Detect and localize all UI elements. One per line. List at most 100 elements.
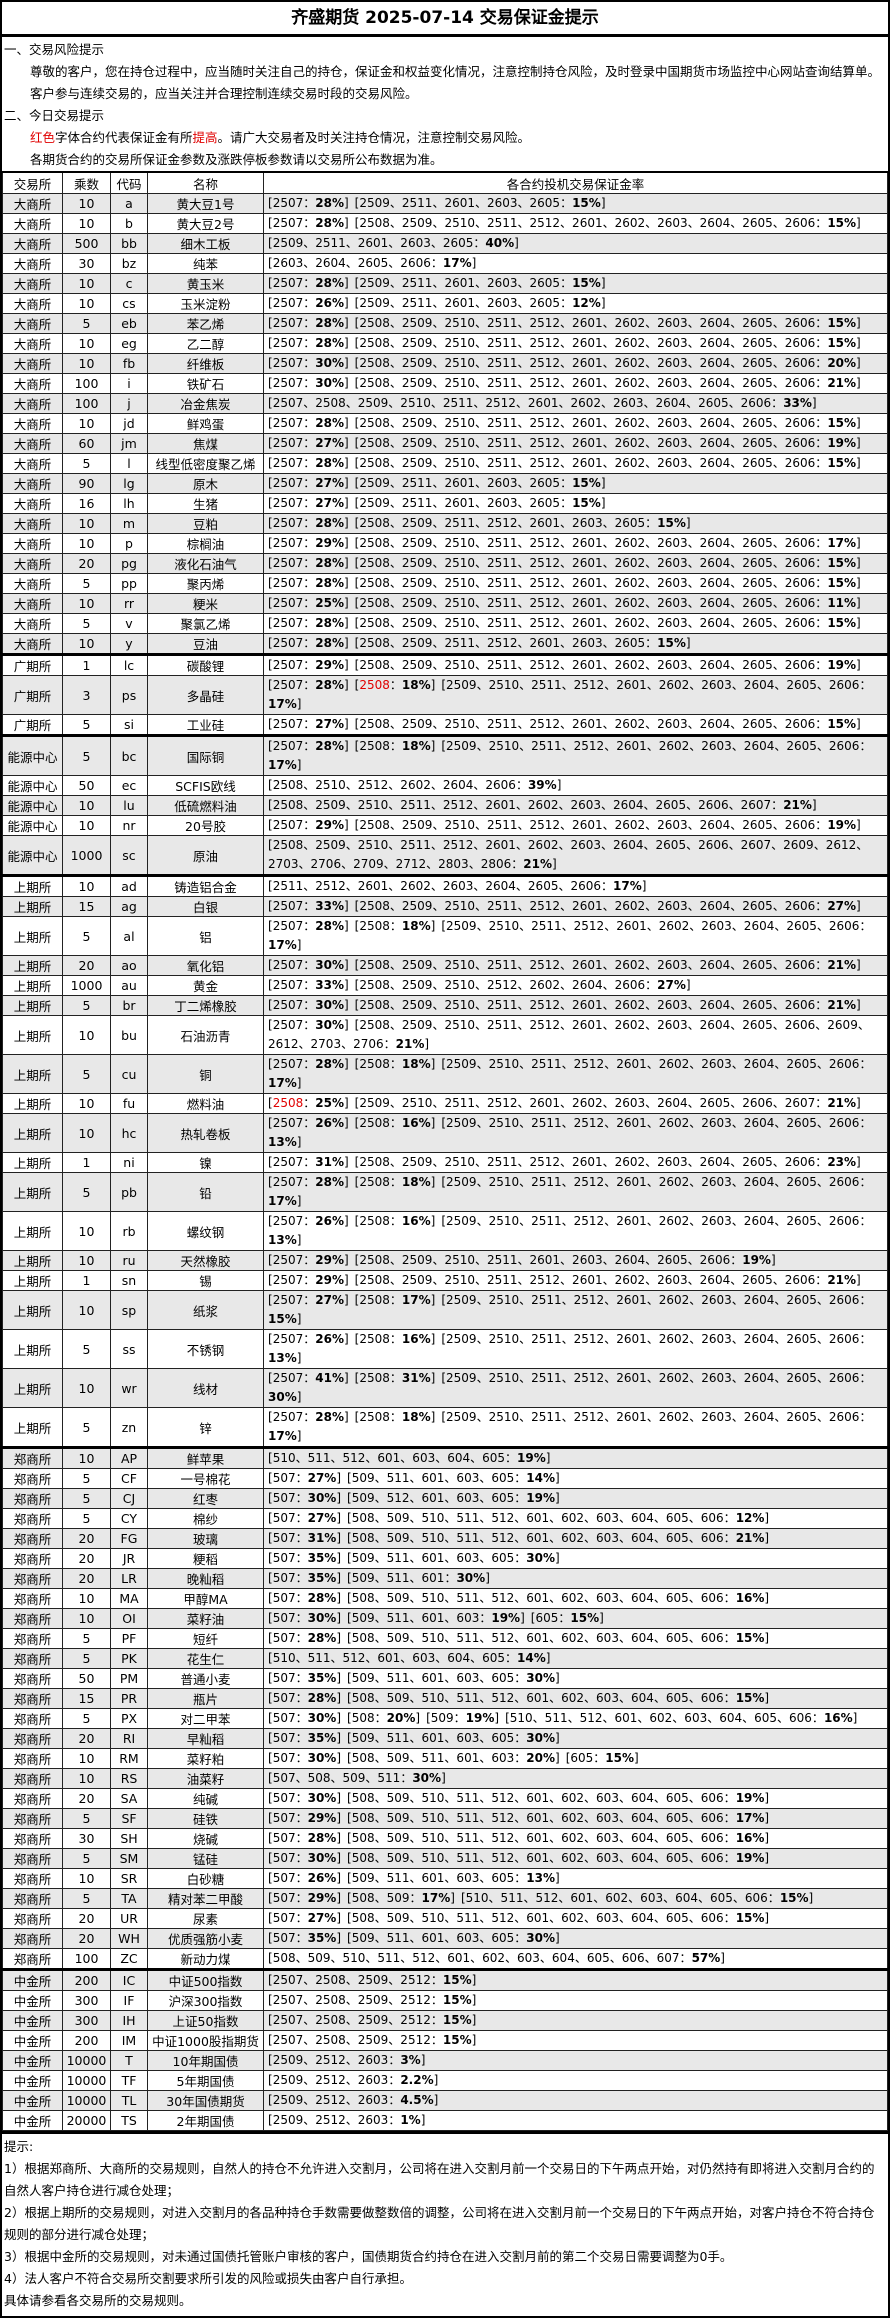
margin-rates-cell: [2507：27%] [2509、2511、2601、2603、2605：15%] [263, 473, 888, 494]
margin-rates-cell: [2507：28%] [2508、2509、2511、2512、2601、2603… [263, 513, 888, 534]
table-row: 中金所 10000 T 10年期国债 [2509、2512、2603：3%] [2, 2050, 888, 2071]
multiplier-cell: 200 [62, 2030, 111, 2051]
multiplier-cell: 5 [62, 734, 111, 776]
exchange-cell: 郑商所 [2, 1808, 63, 1829]
table-row: 上期所 10 ru 天然橡胶 [2507：29%] [2508、2509、2510、251… [2, 1250, 888, 1271]
margin-rate: 17% [268, 1429, 297, 1443]
table-row: 郑商所 100 ZC 新动力煤 [508、509、510、511、512、601、602… [2, 1948, 888, 1970]
table-row: 大商所 100 j 冶金焦炭 [2507、2508、2509、2510、2511、251… [2, 393, 888, 414]
margin-segment: [2507：29%] [268, 658, 349, 672]
table-row: 上期所 1 ni 镍 [2507：31%] [2508、2509、2510、2511、25… [2, 1152, 888, 1173]
exchange-cell: 上期所 [2, 955, 63, 976]
contract-months: 2507 [272, 456, 304, 470]
table-row: 郑商所 20 LR 晚籼稻 [507：35%] [509、511、601：30%] [2, 1568, 888, 1589]
margin-segment: [2508、2509、2510、2511、2512、2601、2602、2603… [354, 356, 861, 370]
exchange-cell: 大商所 [2, 273, 63, 294]
margin-segment: [2508：18%] [354, 919, 436, 933]
contract-months: 509 [430, 1711, 454, 1725]
margin-segment: [605：15%] [530, 1611, 604, 1625]
contract-months: 2507 [272, 436, 304, 450]
contract-months: 507 [272, 1531, 296, 1545]
raised-contract-months: 2508 [359, 678, 390, 692]
multiplier-cell: 5 [62, 313, 111, 334]
margin-rates-cell: [2507：26%] [2508：16%] [2509、2510、2511、2512… [263, 1329, 888, 1369]
margin-segment: [509：19%] [426, 1711, 500, 1725]
margin-segment: [2508：18%] [354, 1410, 436, 1424]
contract-months: 2508、2509、2510、2511、2512、2601、2602、2603、… [359, 456, 816, 470]
margin-segment: [2508、2509、2510、2511、2512、2601、2602、2603… [354, 998, 861, 1012]
name-cell: 烧碱 [147, 1828, 264, 1849]
contract-months: 509、511、601、603、605 [351, 1871, 515, 1885]
code-cell: j [110, 393, 148, 414]
name-cell: 热轧卷板 [147, 1113, 264, 1153]
margin-segment: [509、511、601、603、605：30%] [347, 1931, 560, 1945]
contract-months: 2507 [272, 536, 304, 550]
name-cell: 上证50指数 [147, 2010, 264, 2031]
contract-months: 2507 [272, 476, 304, 490]
name-cell: 白银 [147, 896, 264, 917]
contract-months: 2508 [359, 1116, 390, 1130]
code-cell: ZC [110, 1948, 148, 1970]
margin-rates-cell: [507：30%] [509、511、601、603：19%] [605：15%] [263, 1608, 888, 1629]
exchange-cell: 广期所 [2, 675, 63, 715]
margin-rates-cell: [2507：28%] [2508：18%] [2509、2510、2511、2512… [263, 1172, 888, 1212]
margin-rate: 14% [526, 1471, 555, 1485]
margin-rate: 40% [485, 236, 515, 250]
margin-rate: 30% [315, 1018, 344, 1032]
contract-months: 2507 [272, 596, 304, 610]
margin-segment: [508、509、510、511、512、601、602、603、604、605… [268, 1951, 725, 1965]
margin-segment: [2507：28%] [268, 919, 349, 933]
margin-rates-cell: [507：31%] [508、509、510、511、512、601、602、60… [263, 1528, 888, 1549]
margin-segment: [2508、2509、2510、2511、2512、2601、2602、2603… [354, 596, 861, 610]
code-cell: fu [110, 1093, 148, 1114]
multiplier-cell: 10 [62, 413, 111, 434]
margin-rate: 28% [307, 1631, 337, 1645]
contract-months: 507 [272, 1731, 296, 1745]
exchange-data-notice: 各期货合约的交易所保证金参数及涨跌停板参数请以交易所公布数据为准。 [30, 152, 443, 167]
margin-rates-cell: [2509、2512、2603：2.2%] [263, 2070, 888, 2091]
name-cell: 碳酸锂 [147, 653, 264, 676]
name-cell: 原油 [147, 835, 264, 876]
name-cell: 玻璃 [147, 1528, 264, 1549]
margin-rate: 18% [401, 1057, 431, 1071]
margin-segment: [509、511、601、603、605：13%] [347, 1871, 560, 1885]
margin-rate: 30% [315, 376, 344, 390]
name-cell: 铁矿石 [147, 373, 264, 394]
contract-months: 508、509、510、511、512、601、602、603、604、605、… [351, 1911, 724, 1925]
margin-rates-cell: [2507：29%] [2508、2509、2510、2511、2512、2601… [263, 653, 888, 676]
exchange-cell: 郑商所 [2, 1728, 63, 1749]
margin-segment: [2509、2512、2603：2.2%] [268, 2073, 439, 2087]
margin-segment: [509、512、601、603、605：19%] [347, 1491, 560, 1505]
name-cell: 石油沥青 [147, 1015, 264, 1055]
contract-months: 510、511、512、601、602、603、604、605、606 [465, 1891, 768, 1905]
name-cell: 甲醇MA [147, 1588, 264, 1609]
contract-months: 509、511、601、603、605 [351, 1471, 515, 1485]
margin-rate: 15% [572, 196, 601, 210]
table-row: 广期所 3 ps 多晶硅 [2507：28%] [2508：18%] [2509、2510、… [2, 675, 888, 715]
name-cell: 黄玉米 [147, 273, 264, 294]
multiplier-cell: 5 [62, 1648, 111, 1669]
margin-segment: [510、511、512、601、602、603、604、605、606：16%… [505, 1711, 858, 1725]
multiplier-cell: 10 [62, 1588, 111, 1609]
code-cell: jm [110, 433, 148, 454]
name-cell: 聚氯乙烯 [147, 613, 264, 634]
margin-segment: [508、509、510、511、512、601、602、603、604、605… [347, 1831, 770, 1845]
margin-rate: 20% [386, 1711, 416, 1725]
margin-rate: 19% [526, 1491, 555, 1505]
margin-segment: [2507：28%] [268, 1057, 349, 1071]
contract-months: 2507、2508、2509、2510、2511、2512、2601、2602、… [272, 396, 772, 410]
margin-rates-cell: [2507：28%] [2509、2511、2601、2603、2605：15%] [263, 273, 888, 294]
contract-months: 2507 [272, 1273, 304, 1287]
margin-segment: [507：28%] [268, 1691, 342, 1705]
multiplier-cell: 10 [62, 1290, 111, 1330]
margin-rate: 17% [401, 1293, 431, 1307]
margin-rate: 15% [827, 216, 857, 230]
exchange-cell: 大商所 [2, 553, 63, 574]
name-cell: 黄金 [147, 975, 264, 996]
multiplier-cell: 10 [62, 1868, 111, 1889]
exchange-cell: 上期所 [2, 1172, 63, 1212]
table-row: 大商所 10 c 黄玉米 [2507：28%] [2509、2511、2601、2603、… [2, 273, 888, 294]
contract-months: 2507 [272, 818, 304, 832]
margin-rate: 21% [827, 998, 857, 1012]
name-cell: 纯碱 [147, 1788, 264, 1809]
